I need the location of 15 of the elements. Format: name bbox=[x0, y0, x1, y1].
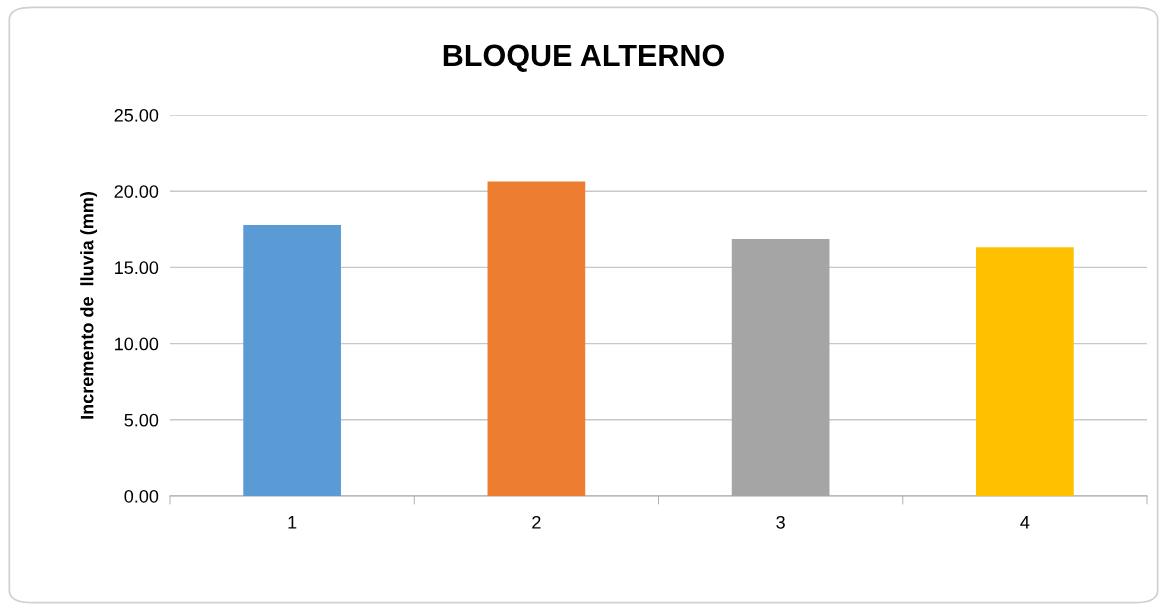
y-tick-label: 10.00 bbox=[115, 337, 159, 351]
y-tick-label: 0.00 bbox=[124, 489, 159, 503]
chart-title: BLOQUE ALTERNO bbox=[443, 44, 724, 72]
bar bbox=[976, 247, 1074, 496]
y-tick-label: 15.00 bbox=[115, 261, 159, 275]
x-tick-label: 1 bbox=[288, 516, 297, 529]
y-tick-label: 25.00 bbox=[114, 108, 159, 122]
x-tick-label: 3 bbox=[776, 515, 785, 529]
y-axis-title: Incremento de lluvia (mm) bbox=[80, 192, 98, 419]
x-tick-label: 4 bbox=[1020, 516, 1030, 529]
y-tick-label: 20.00 bbox=[114, 185, 159, 198]
y-tick-label: 5.00 bbox=[124, 413, 159, 427]
x-tick-label: 2 bbox=[532, 515, 541, 529]
bar bbox=[487, 181, 586, 496]
bar bbox=[243, 225, 341, 496]
